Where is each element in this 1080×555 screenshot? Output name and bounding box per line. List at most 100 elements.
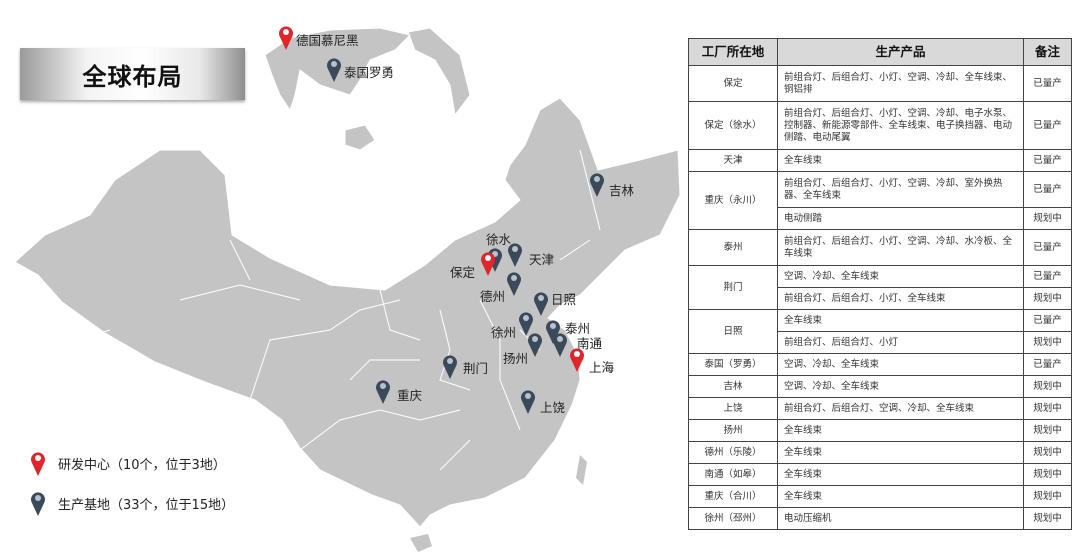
- cell-products: 前组合灯、后组合灯、小灯: [777, 331, 1024, 354]
- production-base-pin-icon[interactable]: [520, 388, 536, 414]
- production-base-pin-icon[interactable]: [533, 290, 549, 316]
- cell-status: 已量产: [1023, 229, 1072, 266]
- table-row: 吉林 空调、冷却、全车线束 规划中: [688, 375, 1072, 398]
- cell-products: 全车线束: [777, 485, 1024, 508]
- cell-status: 已量产: [1023, 101, 1072, 150]
- page-title: 全球布局: [82, 62, 183, 91]
- cell-products: 全车线束: [777, 463, 1024, 486]
- cell-status: 已量产: [1023, 353, 1072, 376]
- production-base-pin-icon[interactable]: [518, 310, 534, 336]
- cell-products: 空调、冷却、全车线束: [777, 375, 1024, 398]
- legend-production-base: 生产基地（33个，位于15地）: [30, 490, 234, 516]
- cell-products: 前组合灯、后组合灯、小灯、空调、冷却、水冷板、全车线束: [777, 229, 1024, 266]
- table-row: 重庆（永川） 前组合灯、后组合灯、小灯、空调、冷却、室外换热器、全车线束 已量产: [688, 171, 1072, 230]
- production-base-pin-icon[interactable]: [442, 353, 458, 379]
- cell-location: 扬州: [688, 419, 778, 442]
- marker-label: 扬州: [503, 351, 529, 366]
- table-row: 日照 全车线束 已量产: [688, 309, 1072, 354]
- production-base-pin-icon[interactable]: [375, 378, 391, 404]
- hainan: [410, 534, 432, 552]
- cell-status: 规划中: [1023, 397, 1072, 420]
- table-row: 保定（徐水） 前组合灯、后组合灯、小灯、空调、冷却、电子水泵、控制器、新能源零部件…: [688, 101, 1072, 150]
- cell-status: 规划中: [1023, 287, 1072, 310]
- marker-label: 天津: [529, 252, 555, 267]
- cell-location: 泰州: [688, 229, 778, 266]
- marker-label: 重庆: [397, 388, 423, 403]
- cell-status: 规划中: [1023, 441, 1072, 464]
- rd-center-pin-icon[interactable]: [480, 250, 496, 276]
- legend-rd-center: 研发中心（10个，位于3地）: [30, 450, 226, 476]
- cell-status: 规划中: [1023, 485, 1072, 508]
- marker-label: 德州: [480, 289, 506, 304]
- cell-status: 已量产: [1023, 171, 1072, 208]
- production-base-pin-icon[interactable]: [506, 270, 522, 296]
- header-status: 备注: [1023, 38, 1072, 66]
- cell-products: 全车线束: [777, 441, 1024, 464]
- cell-products: 电动压缩机: [777, 507, 1024, 530]
- production-base-pin-icon[interactable]: [552, 331, 568, 357]
- table-row: 重庆（合川） 全车线束 规划中: [688, 485, 1072, 508]
- table-row: 徐州（邳州） 电动压缩机 规划中: [688, 507, 1072, 530]
- legend-label: 生产基地（33个，位于15地）: [58, 497, 235, 513]
- cell-status: 已量产: [1023, 149, 1072, 172]
- marker-label: 徐州: [491, 325, 517, 340]
- cell-location: 吉林: [688, 375, 778, 398]
- production-base-pin-icon[interactable]: [527, 331, 543, 357]
- cell-products: 空调、冷却、全车线束: [777, 353, 1024, 376]
- cell-location: 保定: [688, 65, 778, 102]
- table-header-row: 工厂所在地 生产产品 备注: [688, 38, 1072, 66]
- cell-status: 规划中: [1023, 207, 1072, 230]
- cell-location: 天津: [688, 149, 778, 172]
- taiwan: [576, 455, 587, 485]
- cell-products: 全车线束: [777, 309, 1024, 332]
- cell-products: 前组合灯、后组合灯、小灯、空调、冷却、全车线束、铜铝排: [777, 65, 1024, 102]
- cell-location: 德州（乐陵）: [688, 441, 778, 464]
- table-row: 南通（如皋） 全车线束 规划中: [688, 463, 1072, 486]
- marker-label: 上饶: [540, 400, 566, 415]
- marker-label: 上海: [589, 360, 615, 375]
- table-row: 天津 全车线束 已量产: [688, 149, 1072, 172]
- rd-pin-icon: [31, 452, 45, 476]
- cell-location: 重庆（合川）: [688, 485, 778, 508]
- cell-location: 日照: [688, 309, 778, 354]
- marker-label: 徐水: [486, 232, 512, 247]
- marker-label: 德国慕尼黑: [296, 33, 359, 48]
- cell-location: 上饶: [688, 397, 778, 420]
- header-products: 生产产品: [777, 38, 1024, 66]
- rd-center-pin-icon[interactable]: [569, 346, 585, 372]
- production-base-pin-icon[interactable]: [326, 56, 342, 82]
- cell-status: 已量产: [1023, 65, 1072, 102]
- cell-products: 前组合灯、后组合灯、小灯、空调、冷却、室外换热器、全车线束: [777, 171, 1024, 208]
- table-row: 上饶 前组合灯、后组合灯、空调、冷却、全车线束 规划中: [688, 397, 1072, 420]
- cell-products: 电动侧踏: [777, 207, 1024, 230]
- marker-label: 日照: [551, 292, 577, 307]
- rd-center-pin-icon[interactable]: [278, 24, 294, 50]
- cell-status: 已量产: [1023, 265, 1072, 288]
- marker-label: 保定: [450, 265, 476, 280]
- cell-location: 保定（徐水）: [688, 101, 778, 150]
- table-row: 泰国（罗勇） 空调、冷却、全车线束 已量产: [688, 353, 1072, 376]
- production-base-pin-icon[interactable]: [545, 318, 561, 344]
- cell-products: 前组合灯、后组合灯、小灯、全车线束: [777, 287, 1024, 310]
- marker-label: 泰国罗勇: [344, 65, 395, 80]
- legend-label: 研发中心（10个，位于3地）: [58, 457, 226, 473]
- marker-label: 吉林: [609, 183, 635, 198]
- cell-products: 全车线束: [777, 419, 1024, 442]
- world-inset-map: [264, 27, 471, 151]
- marker-label: 南通: [577, 336, 603, 351]
- table-row: 荆门 空调、冷却、全车线束 已量产: [688, 265, 1072, 310]
- production-base-pin-icon[interactable]: [589, 171, 605, 197]
- table-row: 泰州 前组合灯、后组合灯、小灯、空调、冷却、水冷板、全车线束 已量产: [688, 229, 1072, 266]
- table-row: 德州（乐陵） 全车线束 规划中: [688, 441, 1072, 464]
- cell-location: 荆门: [688, 265, 778, 310]
- cell-location: 泰国（罗勇）: [688, 353, 778, 376]
- cell-status: 规划中: [1023, 463, 1072, 486]
- production-base-pin-icon[interactable]: [507, 241, 523, 267]
- cell-location: 南通（如皋）: [688, 463, 778, 486]
- marker-label: 荆门: [463, 361, 489, 376]
- cell-status: 规划中: [1023, 507, 1072, 530]
- page-title-banner: 全球布局: [20, 48, 245, 100]
- cell-location: 重庆（永川）: [688, 171, 778, 230]
- cell-status: 规划中: [1023, 419, 1072, 442]
- cell-location: 徐州（邳州）: [688, 507, 778, 530]
